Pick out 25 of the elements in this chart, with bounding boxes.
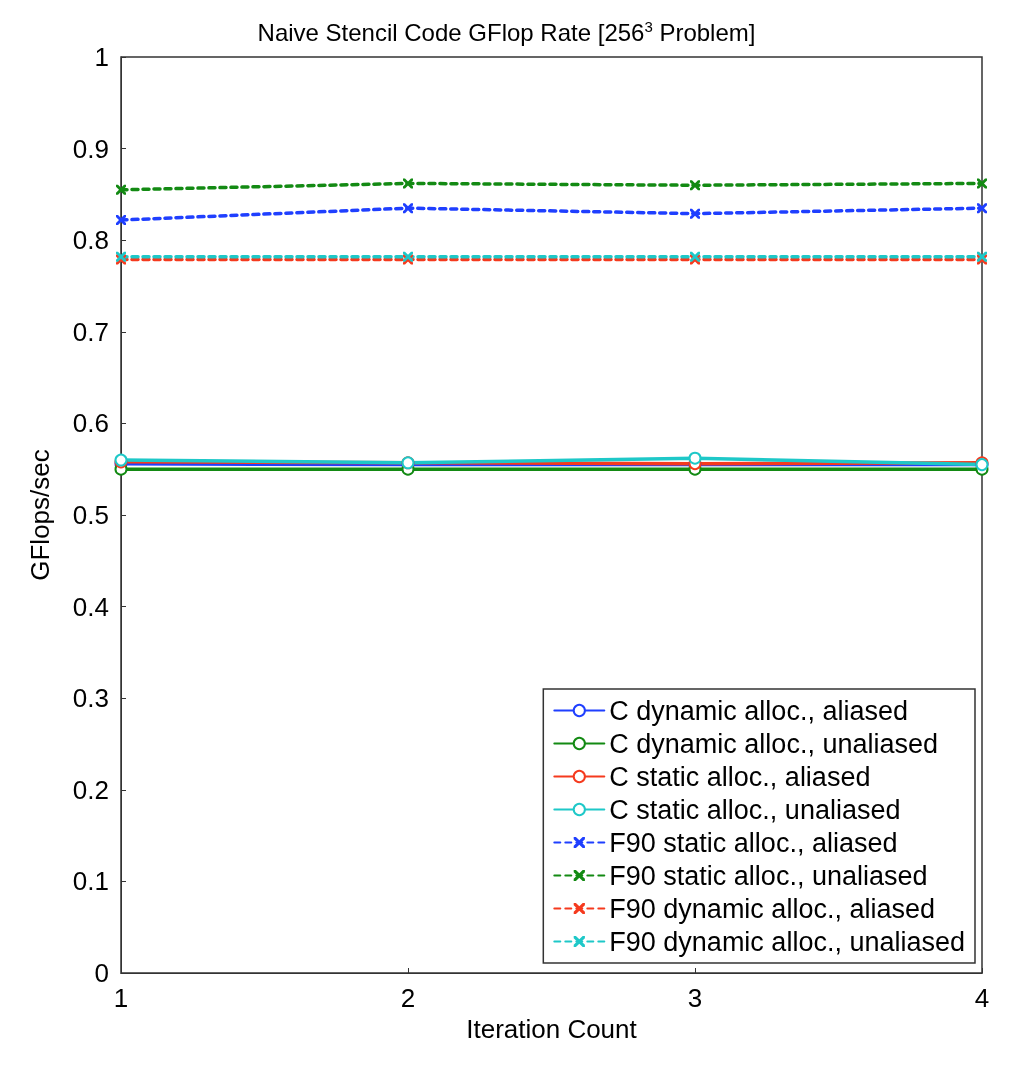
x-tick-label: 3 xyxy=(687,983,703,1013)
legend-label: F90 dynamic alloc., unaliased xyxy=(609,926,966,957)
y-tick-label: 0.6 xyxy=(72,408,109,439)
legend-label: C dynamic alloc., aliased xyxy=(609,695,908,726)
legend-label: C dynamic alloc., unaliased xyxy=(609,728,938,759)
legend-label: F90 static alloc., unaliased xyxy=(609,860,928,891)
y-tick-label: 0 xyxy=(94,958,109,988)
y-tick-label: 0.4 xyxy=(72,591,109,622)
legend-label: F90 dynamic alloc., aliased xyxy=(609,893,935,924)
legend-label: F90 static alloc., aliased xyxy=(609,827,898,858)
y-tick-label: 0.8 xyxy=(72,225,109,256)
y-tick-label: 0.3 xyxy=(72,683,109,714)
y-tick-label: 0.9 xyxy=(72,133,109,164)
legend-label: C static alloc., aliased xyxy=(609,761,871,792)
y-tick-label: 0.1 xyxy=(72,866,109,897)
x-axis-title: Iteration Count xyxy=(466,1013,638,1044)
x-tick-label: 4 xyxy=(974,983,990,1013)
y-tick-label: 1 xyxy=(94,42,109,72)
y-axis-title: GFlops/sec xyxy=(25,449,55,581)
x-tick-label: 1 xyxy=(113,983,129,1013)
x-tick-label: 2 xyxy=(400,983,416,1013)
y-tick-label: 0.2 xyxy=(72,774,109,805)
y-tick-label: 0.5 xyxy=(72,500,109,530)
y-tick-label: 0.7 xyxy=(72,316,109,347)
legend-label: C static alloc., unaliased xyxy=(609,794,901,825)
